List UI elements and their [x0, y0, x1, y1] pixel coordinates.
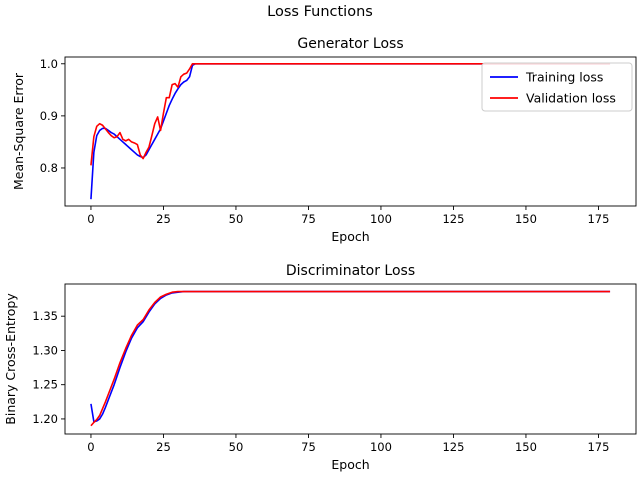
generator-y-axis-label: Mean-Square Error: [11, 72, 26, 190]
figure-suptitle: Loss Functions: [267, 4, 373, 20]
discriminator-x-tick-label: 0: [87, 440, 94, 454]
discriminator-x-tick-label: 25: [156, 440, 171, 454]
discriminator-x-tick-label: 100: [370, 440, 392, 454]
discriminator-y-tick-label: 1.25: [32, 378, 58, 392]
generator-loss-chart: Generator Loss 0 25 50 75 100 125 150 175 0.8 0.9 1…: [11, 36, 637, 244]
discriminator-y-tick-label: 1.20: [32, 412, 58, 426]
discriminator-x-tick-label: 175: [587, 440, 609, 454]
generator-x-tick-label: 25: [156, 212, 171, 226]
discriminator-x-tick-label: 75: [301, 440, 316, 454]
generator-plot-frame: [64, 56, 637, 207]
discriminator-x-tick-label: 50: [229, 440, 244, 454]
generator-series-line-validation: [90, 62, 611, 166]
generator-chart-title: Generator Loss: [297, 36, 403, 52]
discriminator-y-tick-label: 1.35: [32, 309, 58, 323]
discriminator-chart-title: Discriminator Loss: [286, 263, 415, 279]
generator-x-tick-label: 150: [515, 212, 537, 226]
discriminator-loss-chart: Discriminator Loss 0 25 50 75 100 125 150 175 1.2…: [3, 263, 637, 472]
generator-x-tick-label: 125: [442, 212, 464, 226]
discriminator-series-line-validation: [90, 290, 611, 427]
generator-y-tick-label: 0.9: [40, 109, 58, 123]
generator-x-axis-label: Epoch: [331, 229, 369, 244]
legend-label-training: Training loss: [525, 70, 603, 85]
legend-label-validation: Validation loss: [526, 91, 616, 106]
discriminator-x-axis-label: Epoch: [331, 457, 369, 472]
discriminator-plot-frame: [64, 283, 637, 435]
generator-y-tick-label: 0.8: [40, 161, 58, 175]
generator-x-tick-label: 100: [370, 212, 392, 226]
discriminator-x-tick-label: 150: [515, 440, 537, 454]
generator-x-tick-label: 175: [587, 212, 609, 226]
discriminator-y-tick-label: 1.30: [32, 343, 58, 357]
generator-x-tick-label: 50: [229, 212, 244, 226]
discriminator-x-tick-label: 125: [442, 440, 464, 454]
generator-y-tick-label: 1.0: [40, 57, 58, 71]
generator-x-tick-label: 75: [301, 212, 316, 226]
generator-x-tick-label: 0: [87, 212, 94, 226]
generator-legend-box: [481, 62, 633, 112]
discriminator-y-axis-label: Binary Cross-Entropy: [3, 293, 18, 425]
